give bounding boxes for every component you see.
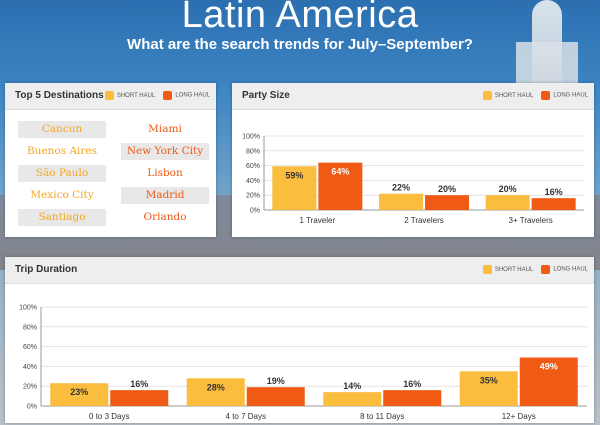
data-label: 19% (267, 376, 285, 386)
destination-short-2: Buenos Aires (26, 145, 98, 157)
destination-long-1: Miami (148, 123, 182, 135)
y-tick-label: 60% (246, 163, 260, 170)
bar-long (110, 390, 169, 406)
data-label: 59% (285, 170, 303, 180)
data-label: 14% (343, 381, 361, 391)
party-size-title: Party Size (242, 90, 290, 101)
party-size-legend: SHORT HAUL LONG HAUL (482, 91, 588, 100)
legend-swatch-short (482, 265, 492, 274)
legend-label-long: LONG HAUL (553, 266, 588, 273)
data-label: 16% (403, 379, 421, 389)
legend-swatch-long (541, 91, 551, 100)
bar-short (272, 166, 317, 210)
data-label: 20% (438, 184, 456, 194)
data-label: 20% (499, 184, 517, 194)
destinations-legend: SHORT HAUL LONG HAUL (104, 91, 210, 100)
y-tick-label: 80% (23, 324, 37, 331)
y-tick-label: 60% (23, 344, 37, 351)
y-tick-label: 40% (23, 364, 37, 371)
legend-label-long: LONG HAUL (553, 92, 588, 99)
data-label: 35% (480, 375, 498, 385)
page-title: Latin America (181, 0, 419, 36)
x-tick-label: 2 Travelers (404, 216, 444, 225)
x-tick-label: 3+ Travelers (509, 216, 553, 225)
x-tick-label: 1 Traveler (300, 216, 336, 225)
legend-swatch-long (541, 265, 551, 274)
destination-short-3: São Paulo (18, 165, 106, 182)
destination-short-1: Cancun (18, 121, 106, 138)
destination-long-4: Madrid (121, 187, 209, 204)
bar-short (379, 193, 423, 210)
party-size-header: Party Size SHORT HAUL LONG HAUL (232, 83, 594, 110)
destinations-title: Top 5 Destinations (15, 90, 104, 101)
y-tick-label: 100% (19, 305, 37, 312)
trip-duration-header: Trip Duration SHORT HAUL LONG HAUL (5, 257, 594, 284)
legend-label-long: LONG HAUL (175, 92, 210, 99)
trip-duration-panel: Trip Duration SHORT HAUL LONG HAUL 0% 20% 4… (5, 257, 594, 423)
bar-long (425, 195, 469, 210)
party-size-chart: 0% 20% 40% 60% 80% 100% 59% 64% 1 Traveler 22% 20%… (242, 134, 584, 225)
y-tick-label: 20% (23, 384, 37, 391)
legend-label-short: SHORT HAUL (494, 266, 534, 273)
y-tick-label: 80% (246, 148, 260, 155)
y-tick-label: 40% (246, 178, 260, 185)
bar-short (50, 383, 109, 406)
destination-long-2: New York City (121, 143, 209, 160)
destination-short-5: Santiago (18, 209, 106, 226)
bar-long (246, 387, 305, 406)
destination-long-3: Lisbon (147, 167, 183, 179)
party-size-panel: Party Size SHORT HAUL LONG HAUL 0% 20% 40% 6… (232, 83, 594, 237)
legend-label-short: SHORT HAUL (116, 92, 156, 99)
data-label: 64% (331, 167, 349, 177)
y-tick-label: 20% (246, 193, 260, 200)
bar-long (383, 390, 442, 406)
bar-short (186, 378, 245, 406)
x-tick-label: 4 to 7 Days (226, 412, 266, 421)
y-tick-label: 100% (242, 134, 260, 141)
data-label: 49% (540, 361, 558, 371)
y-tick-label: 0% (27, 404, 37, 411)
data-label: 16% (545, 187, 563, 197)
bar-short (485, 195, 530, 210)
data-label: 16% (130, 379, 148, 389)
destinations-panel: Top 5 Destinations SHORT HAUL LONG HAUL C… (5, 83, 216, 237)
legend-swatch-short (482, 91, 492, 100)
x-tick-label: 8 to 11 Days (360, 412, 404, 421)
x-tick-label: 12+ Days (502, 412, 536, 421)
legend-swatch-short (104, 91, 114, 100)
data-label: 22% (392, 183, 410, 193)
trip-duration-title: Trip Duration (15, 264, 78, 275)
legend-label-short: SHORT HAUL (494, 92, 534, 99)
page-subtitle: What are the search trends for July–Sept… (127, 36, 473, 53)
y-tick-label: 0% (250, 208, 260, 215)
destinations-header: Top 5 Destinations SHORT HAUL LONG HAUL (5, 83, 216, 110)
data-label: 23% (70, 387, 88, 397)
bar-short (459, 371, 518, 406)
bar-long (531, 198, 576, 210)
trip-duration-legend: SHORT HAUL LONG HAUL (482, 265, 588, 274)
destination-short-4: Mexico City (30, 189, 94, 201)
bar-long (318, 162, 363, 210)
x-tick-label: 0 to 3 Days (89, 412, 129, 421)
bar-long (519, 357, 578, 406)
trip-duration-chart: 0% 20% 40% 60% 80% 100% 23% 16% 0 to 3 Days 28% 19… (19, 305, 587, 421)
legend-swatch-long (163, 91, 173, 100)
data-label: 28% (207, 382, 225, 392)
bar-short (323, 392, 382, 406)
destination-long-5: Orlando (143, 211, 187, 223)
